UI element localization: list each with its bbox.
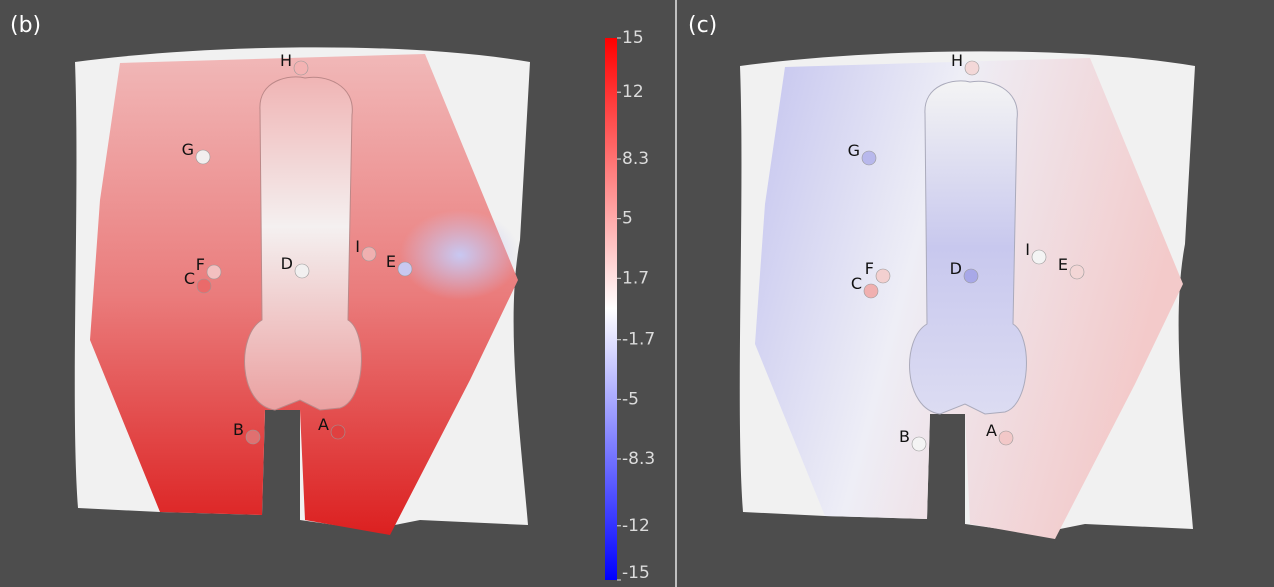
panel-label: (b) [10, 13, 41, 38]
landmark-label: I [355, 237, 360, 256]
model [910, 81, 1027, 414]
landmark [999, 431, 1013, 445]
tick-label: 1.7 [622, 268, 649, 288]
landmark [864, 284, 878, 298]
landmark-label: H [951, 51, 963, 70]
landmark-label: C [184, 269, 195, 288]
landmark [912, 437, 926, 451]
figure: HGFCDIEBA HGFCDIEBA 15128.351.7-1.7-5-8.… [0, 0, 1274, 587]
landmark [876, 269, 890, 283]
landmark [964, 269, 978, 283]
landmark [295, 264, 309, 278]
landmark-label: E [386, 252, 396, 271]
landmark [331, 425, 345, 439]
landmark-label: A [318, 415, 329, 434]
landmark-label: F [196, 255, 205, 274]
landmark [207, 265, 221, 279]
tick-label: -8.3 [622, 449, 655, 469]
heat-spot [400, 210, 520, 300]
tick-label: -15 [622, 563, 650, 583]
colorbar [605, 38, 617, 580]
tick-label: 8.3 [622, 149, 649, 169]
landmark [398, 262, 412, 276]
landmark-label: H [280, 51, 292, 70]
tick-label: 12 [622, 82, 644, 102]
landmark [294, 61, 308, 75]
tick-label: 15 [622, 28, 644, 48]
landmark [246, 430, 260, 444]
landmark [965, 61, 979, 75]
landmark [862, 151, 876, 165]
landmark [196, 150, 210, 164]
landmark-label: I [1025, 240, 1030, 259]
landmark [197, 279, 211, 293]
tick-label: -1.7 [622, 330, 655, 350]
landmark-label: B [899, 427, 910, 446]
landmark-label: D [281, 254, 293, 273]
tick-label: -12 [622, 516, 650, 536]
tick-label: -5 [622, 389, 639, 409]
landmark-label: B [233, 420, 244, 439]
landmark-label: G [848, 141, 860, 160]
landmark-label: F [865, 259, 874, 278]
landmark-label: G [182, 140, 194, 159]
tick-label: 5 [622, 209, 633, 229]
landmark-label: A [986, 421, 997, 440]
landmark-label: E [1058, 255, 1068, 274]
landmark-label: D [950, 259, 962, 278]
landmark [1070, 265, 1084, 279]
landmark-label: C [851, 274, 862, 293]
panel: H G FC D I E B A [75, 47, 530, 535]
landmark [362, 247, 376, 261]
model [245, 77, 362, 410]
panel: H G FC D I E B A [740, 51, 1195, 539]
landmark [1032, 250, 1046, 264]
panel-label: (c) [688, 13, 717, 38]
